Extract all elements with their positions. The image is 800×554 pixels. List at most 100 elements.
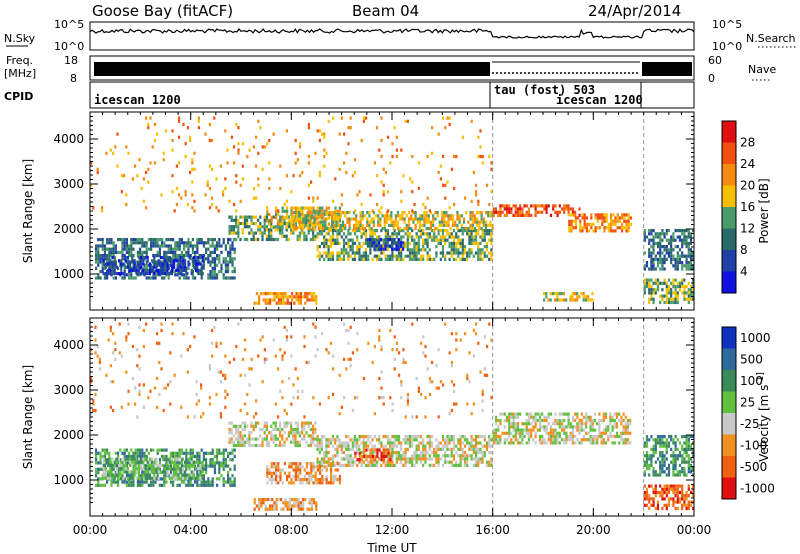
power-cell — [166, 256, 169, 260]
power-cell — [683, 294, 686, 298]
velocity-cell — [185, 483, 188, 487]
velocity-cell — [248, 437, 251, 441]
power-cell — [176, 257, 179, 261]
velocity-cell — [450, 447, 453, 451]
power-cell — [348, 217, 351, 221]
power-cell — [161, 260, 164, 264]
power-cell — [109, 272, 112, 276]
velocity-cell — [111, 463, 114, 468]
power-cell — [299, 142, 302, 146]
power-cell — [439, 241, 442, 245]
power-cell — [427, 217, 430, 221]
power-cell — [676, 251, 679, 255]
power-cell — [670, 297, 673, 301]
power-cell — [257, 119, 260, 123]
velocity-cell — [243, 440, 246, 444]
power-cell — [262, 298, 265, 302]
velocity-cell — [530, 431, 533, 435]
power-cell — [318, 254, 321, 258]
power-cell — [125, 247, 128, 251]
power-cell — [191, 238, 194, 242]
power-cell — [371, 238, 374, 242]
velocity-cell — [516, 431, 520, 435]
power-cell — [285, 237, 288, 242]
power-cell — [678, 235, 682, 239]
velocity-cell — [567, 415, 570, 419]
power-cell — [374, 214, 378, 218]
power-cell — [376, 126, 379, 130]
power-cell — [95, 250, 98, 254]
power-cell — [161, 238, 164, 242]
power-cell — [309, 237, 312, 242]
velocity-cell — [589, 428, 592, 432]
velocity-cell — [574, 434, 577, 439]
velocity-cell — [371, 447, 374, 451]
velocity-cell — [126, 476, 129, 480]
velocity-cell — [309, 443, 312, 448]
power-cell — [569, 207, 572, 211]
power-cell — [450, 167, 453, 171]
power-cell — [567, 204, 570, 208]
power-cell — [547, 204, 550, 208]
velocity-cell — [485, 447, 489, 451]
velocity-cell — [218, 448, 221, 452]
power-cell — [448, 206, 451, 210]
power-cell — [178, 193, 181, 197]
power-cell — [672, 235, 675, 239]
velocity-cell — [198, 451, 201, 455]
velocity-cell — [582, 415, 586, 419]
power-cell — [138, 158, 141, 162]
power-cell — [325, 245, 328, 249]
power-cell — [162, 158, 165, 162]
power-cell — [196, 247, 199, 251]
power-cell — [407, 211, 411, 215]
velocity-cell — [293, 498, 296, 502]
power-cell — [388, 223, 391, 227]
power-cell — [395, 254, 398, 258]
power-cell — [201, 256, 204, 260]
velocity-cell — [455, 460, 458, 464]
velocity-cell — [145, 464, 148, 468]
velocity-cell — [468, 441, 471, 445]
velocity-cell — [331, 438, 335, 442]
power-cell — [692, 257, 695, 261]
velocity-cell — [132, 467, 135, 471]
power-cell — [312, 234, 315, 238]
power-cell — [104, 265, 107, 269]
velocity-cell — [391, 447, 394, 451]
velocity-cell — [141, 451, 144, 455]
velocity-cell — [596, 438, 599, 442]
velocity-cell — [309, 427, 312, 432]
velocity-cell — [600, 441, 603, 445]
velocity-cell — [305, 421, 308, 425]
power-cell — [326, 211, 329, 215]
power-cell — [129, 265, 132, 269]
power-cell — [382, 245, 385, 249]
velocity-cell — [408, 441, 412, 445]
power-cell — [335, 227, 338, 231]
velocity-cell — [424, 444, 427, 448]
velocity-cell — [450, 463, 453, 467]
power-cell — [400, 148, 403, 152]
power-cell — [687, 251, 690, 255]
velocity-cell — [202, 483, 205, 487]
power-cell — [237, 126, 240, 130]
velocity-cell — [334, 447, 337, 451]
power-cell — [447, 217, 450, 221]
velocity-cell — [408, 444, 412, 448]
power-cell — [395, 148, 398, 152]
velocity-cell — [188, 467, 191, 471]
power-cell — [689, 291, 693, 295]
power-cell — [185, 250, 188, 254]
power-cell — [211, 257, 214, 261]
velocity-cell — [130, 448, 133, 452]
velocity-cell — [448, 447, 451, 451]
velocity-cell — [527, 418, 531, 423]
power-cell — [370, 217, 373, 221]
power-cell — [667, 297, 671, 301]
velocity-cell — [428, 444, 431, 448]
velocity-cell — [186, 476, 189, 480]
power-cell — [463, 245, 467, 249]
velocity-cell — [157, 470, 160, 474]
velocity-cell — [457, 454, 460, 458]
